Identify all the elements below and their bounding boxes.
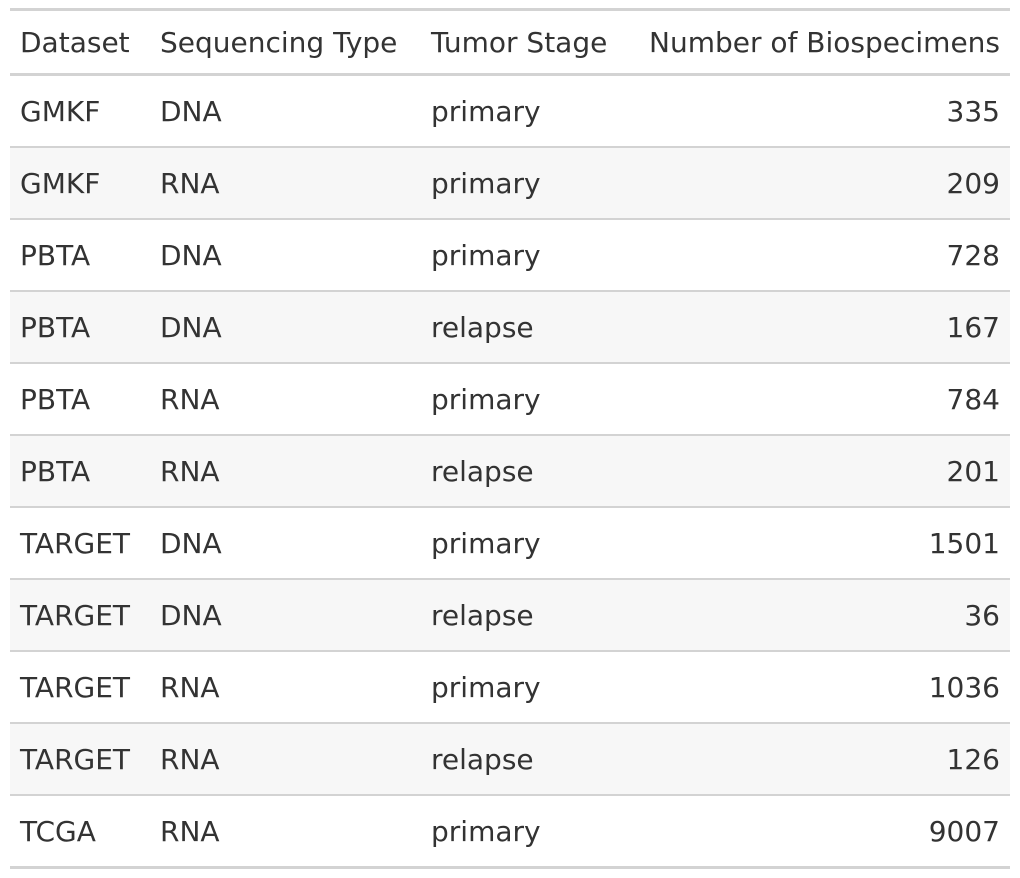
table-row: GMKF DNA primary 335 [10, 75, 1010, 148]
cell-dataset: GMKF [20, 94, 101, 128]
table-row: PBTA RNA relapse 201 [10, 434, 1010, 507]
cell-tumor-stage: primary [421, 362, 626, 435]
table-row: PBTA DNA primary 728 [10, 218, 1010, 291]
cell-tumor-stage: primary [431, 94, 541, 128]
cell-number-of-biospecimens: 784 [626, 362, 1010, 435]
biospecimen-table-container: Dataset Sequencing Type Tumor Stage Numb… [10, 8, 1010, 869]
table-row: PBTA RNA primary 784 [10, 362, 1010, 435]
cell-sequencing-type: DNA [150, 578, 421, 651]
cell-number-of-biospecimens: 1501 [626, 506, 1010, 579]
column-header-dataset: Dataset [10, 9, 150, 76]
cell-number-of-biospecimens: 728 [626, 218, 1010, 291]
cell-sequencing-type: DNA [150, 506, 421, 579]
table-row: PBTA DNA relapse 167 [10, 290, 1010, 363]
cell-sequencing-type: DNA [150, 218, 421, 291]
table-row: TARGET RNA relapse 126 [10, 722, 1010, 795]
cell-tumor-stage: primary [421, 506, 626, 579]
cell-sequencing-type: RNA [150, 794, 421, 868]
cell-tumor-stage: relapse [421, 434, 626, 507]
cell-sequencing-type: RNA [150, 650, 421, 723]
cell-tumor-stage: relapse [421, 290, 626, 363]
cell-tumor-stage: primary [421, 146, 626, 219]
cell-dataset: TARGET [10, 650, 150, 723]
cell-number-of-biospecimens: 36 [626, 578, 1010, 651]
cell-sequencing-type: RNA [150, 146, 421, 219]
table-row: TCGA RNA primary 9007 [10, 794, 1010, 868]
cell-sequencing-type: RNA [150, 722, 421, 795]
cell-number-of-biospecimens: 335 [946, 94, 1000, 128]
table-header: Dataset Sequencing Type Tumor Stage Numb… [10, 9, 1010, 76]
cell-number-of-biospecimens: 9007 [626, 794, 1010, 868]
biospecimen-table: Dataset Sequencing Type Tumor Stage Numb… [10, 8, 1010, 869]
cell-number-of-biospecimens: 126 [626, 722, 1010, 795]
cell-tumor-stage: relapse [421, 722, 626, 795]
cell-dataset: PBTA [10, 434, 150, 507]
cell-number-of-biospecimens: 201 [626, 434, 1010, 507]
table-row: GMKF RNA primary 209 [10, 146, 1010, 219]
cell-number-of-biospecimens: 167 [626, 290, 1010, 363]
cell-tumor-stage: relapse [421, 578, 626, 651]
cell-sequencing-type: RNA [150, 434, 421, 507]
cell-tumor-stage: primary [421, 650, 626, 723]
cell-dataset: PBTA [10, 290, 150, 363]
cell-dataset: PBTA [10, 362, 150, 435]
cell-tumor-stage: primary [421, 218, 626, 291]
cell-dataset: TCGA [10, 794, 150, 868]
column-header-number-of-biospecimens: Number of Biospecimens [626, 9, 1010, 76]
cell-number-of-biospecimens: 209 [626, 146, 1010, 219]
table-row: TARGET DNA primary 1501 [10, 506, 1010, 579]
cell-sequencing-type: RNA [150, 362, 421, 435]
table-row: TARGET RNA primary 1036 [10, 650, 1010, 723]
cell-dataset: GMKF [10, 146, 150, 219]
column-header-sequencing-type: Sequencing Type [150, 9, 421, 76]
cell-sequencing-type: DNA [160, 94, 222, 128]
cell-dataset: TARGET [10, 578, 150, 651]
cell-dataset: PBTA [10, 218, 150, 291]
cell-dataset: TARGET [10, 722, 150, 795]
cell-sequencing-type: DNA [150, 290, 421, 363]
table-row: TARGET DNA relapse 36 [10, 578, 1010, 651]
column-header-tumor-stage: Tumor Stage [421, 9, 626, 76]
header-row: Dataset Sequencing Type Tumor Stage Numb… [10, 9, 1010, 76]
table-body: GMKF DNA primary 335 GMKF RNA primary 209 PBTA DN… [10, 75, 1010, 868]
cell-tumor-stage: primary [421, 794, 626, 868]
cell-dataset: TARGET [10, 506, 150, 579]
cell-number-of-biospecimens: 1036 [626, 650, 1010, 723]
